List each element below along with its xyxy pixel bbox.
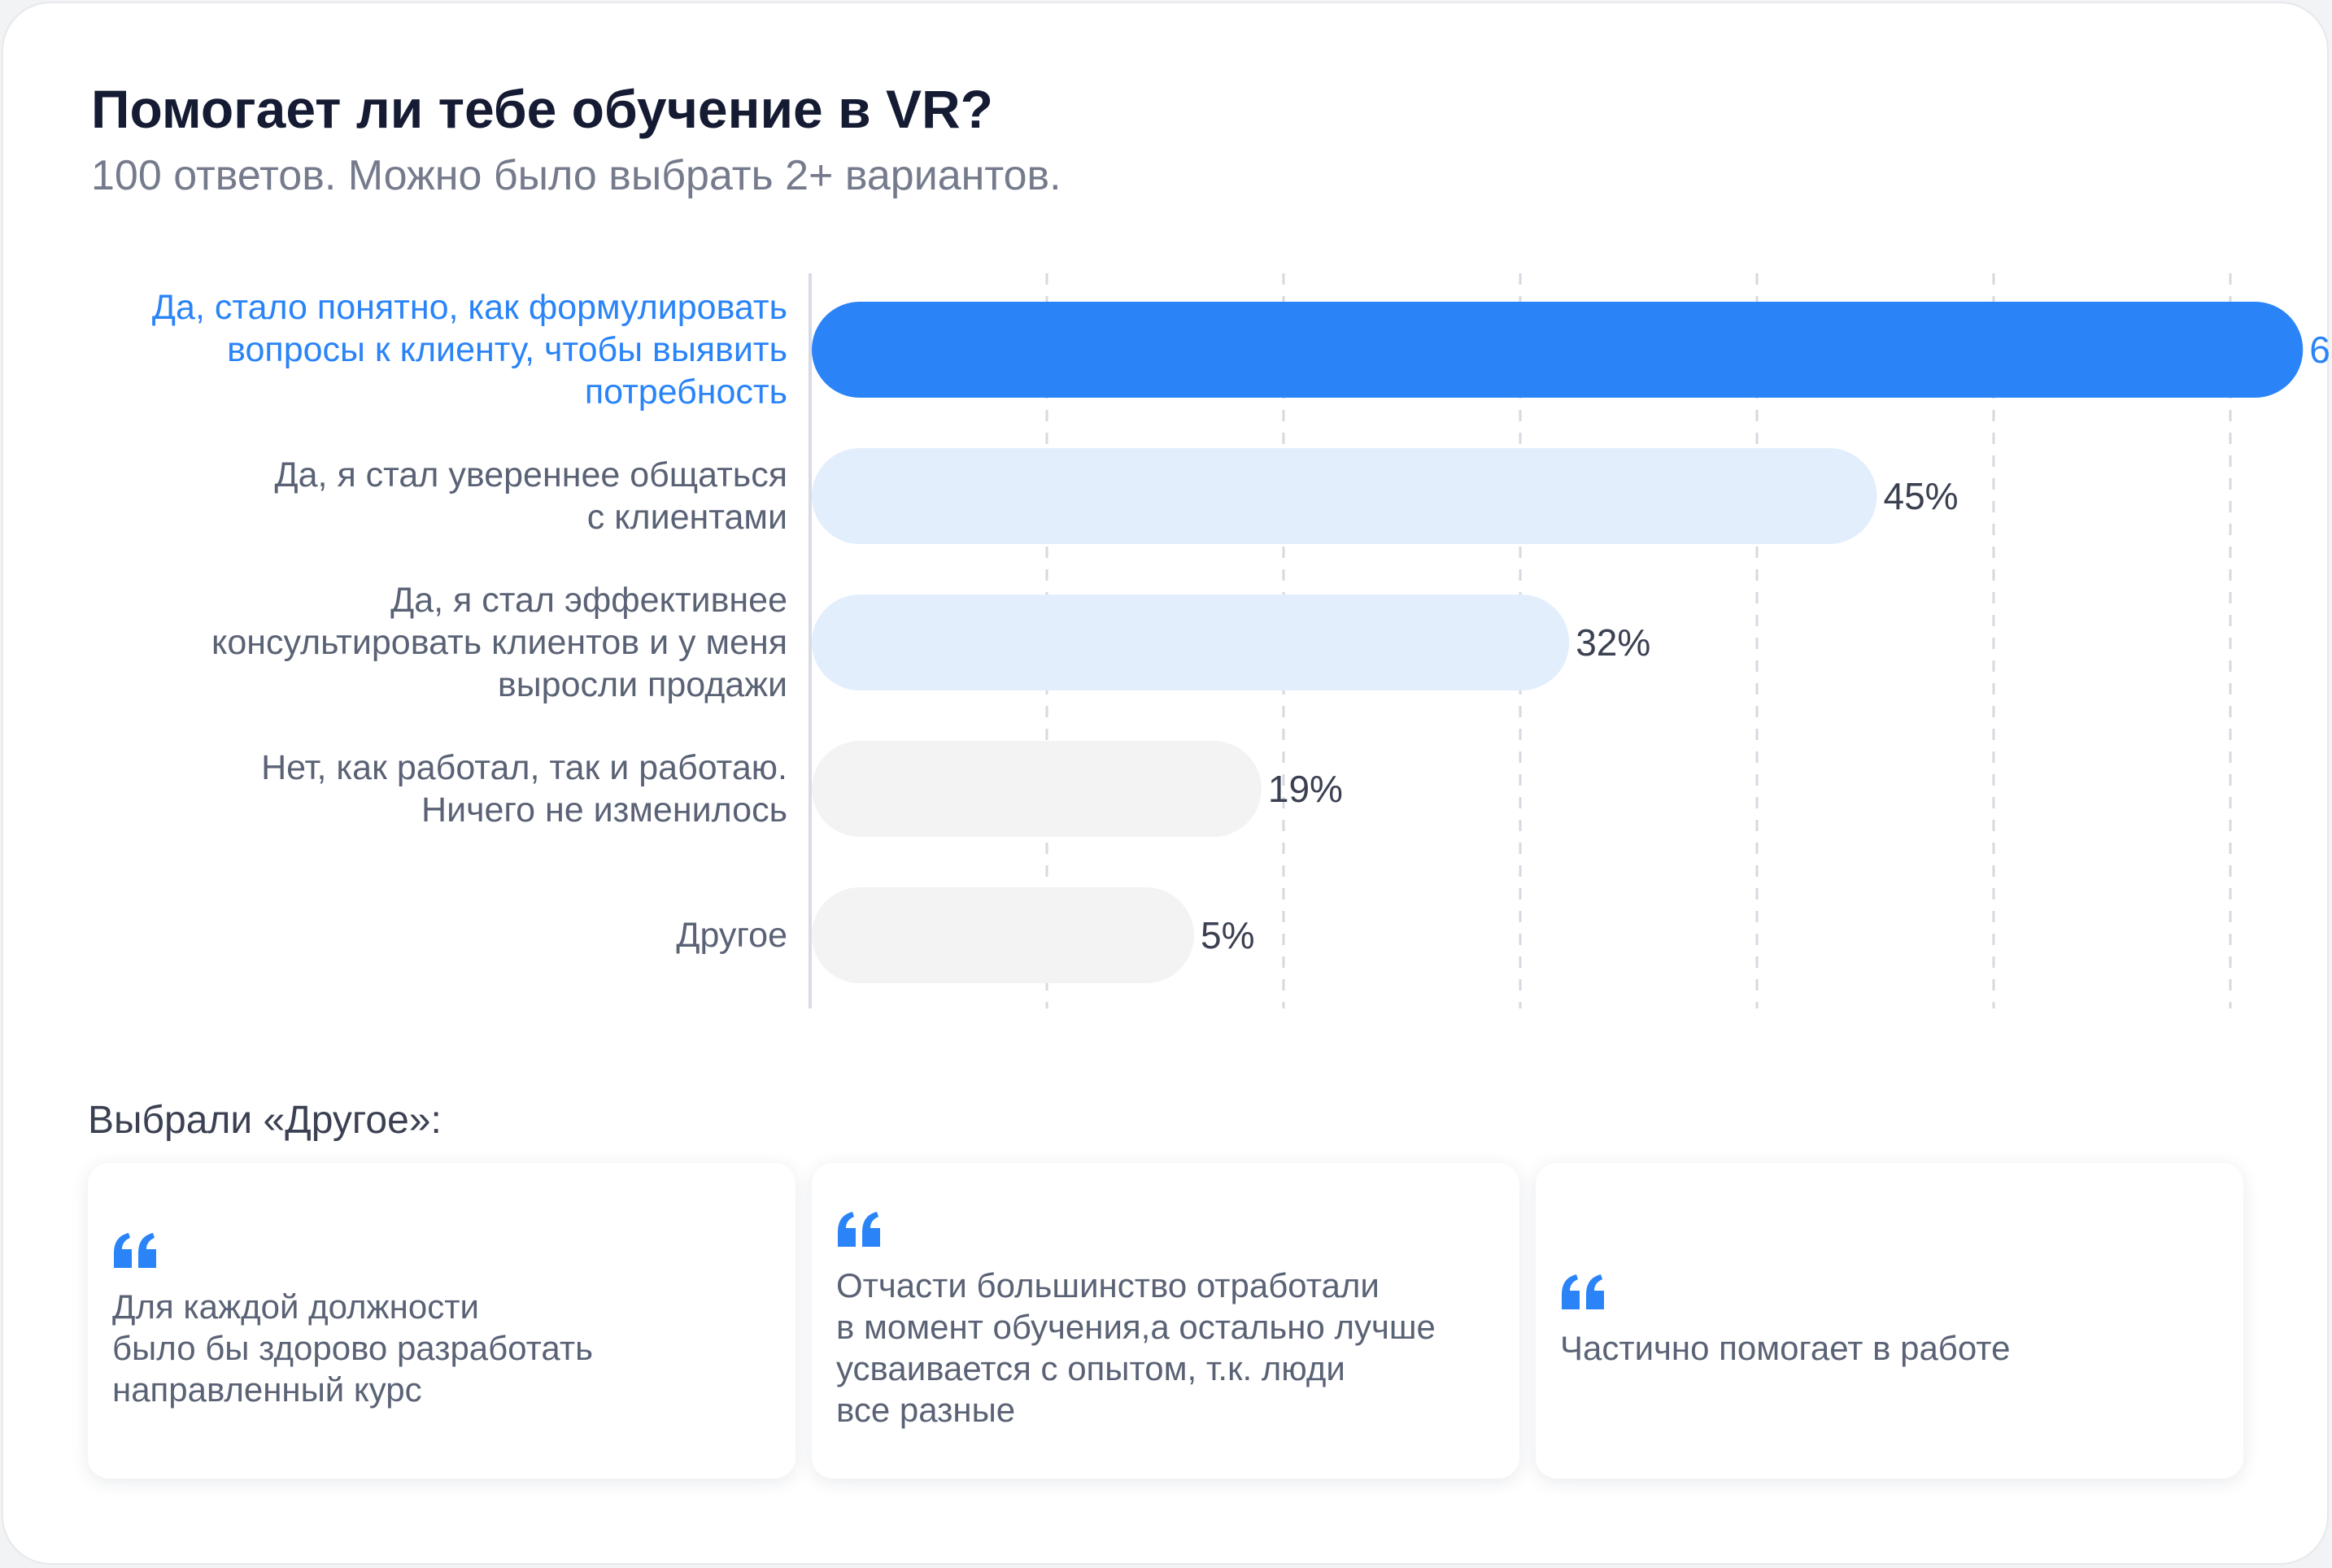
bar: [812, 448, 1877, 544]
quote-card: Для каждой должности было бы здорово раз…: [88, 1163, 795, 1479]
bar-chart: 63% Да, стало понятно, как формулироватьв…: [151, 273, 2332, 1008]
quote-text: Для каждой должности было бы здорово раз…: [112, 1287, 593, 1409]
category-label: Да, я стал увереннее общаться с клиентами: [274, 455, 787, 537]
quote-text: Отчасти большинство отработали в момент …: [836, 1266, 1436, 1429]
bar-value-label: 5%: [1201, 914, 1255, 956]
chart-title: Помогает ли тебе обучение в VR?: [91, 79, 993, 139]
other-answers-title: Выбрали «Другое»:: [88, 1099, 442, 1142]
quote-icon: [114, 1232, 156, 1268]
bar-chart-svg: [809, 273, 2304, 1008]
chart-subtitle: 100 ответов. Можно было выбрать 2+ вариа…: [91, 152, 1061, 199]
bar-value-label: 45%: [1883, 475, 1959, 517]
bar-value-label: 32%: [1576, 621, 1651, 664]
bar: [812, 887, 1194, 983]
quote-icon: [838, 1212, 880, 1247]
bar: [812, 595, 1570, 690]
bar-value-label: 63%: [2309, 329, 2332, 371]
quote-text: Частично помогает в работе: [1560, 1328, 2011, 1367]
bar: [812, 302, 2304, 398]
quote-icon: [1562, 1274, 1604, 1309]
bar: [812, 741, 1262, 837]
quote-card: Отчасти большинство отработали в момент …: [812, 1163, 1519, 1479]
quote-card: Частично помогает в работе: [1536, 1163, 2243, 1479]
category-label: Да, я стал эффективнее консультировать кл…: [211, 581, 787, 704]
bar-value-label: 19%: [1267, 768, 1343, 810]
category-label: Да, стало понятно, как формулировать вопр…: [151, 288, 787, 412]
category-label: Другое: [676, 916, 787, 955]
category-label: Нет, как работал, так и работаю. Ничего н…: [261, 748, 787, 830]
